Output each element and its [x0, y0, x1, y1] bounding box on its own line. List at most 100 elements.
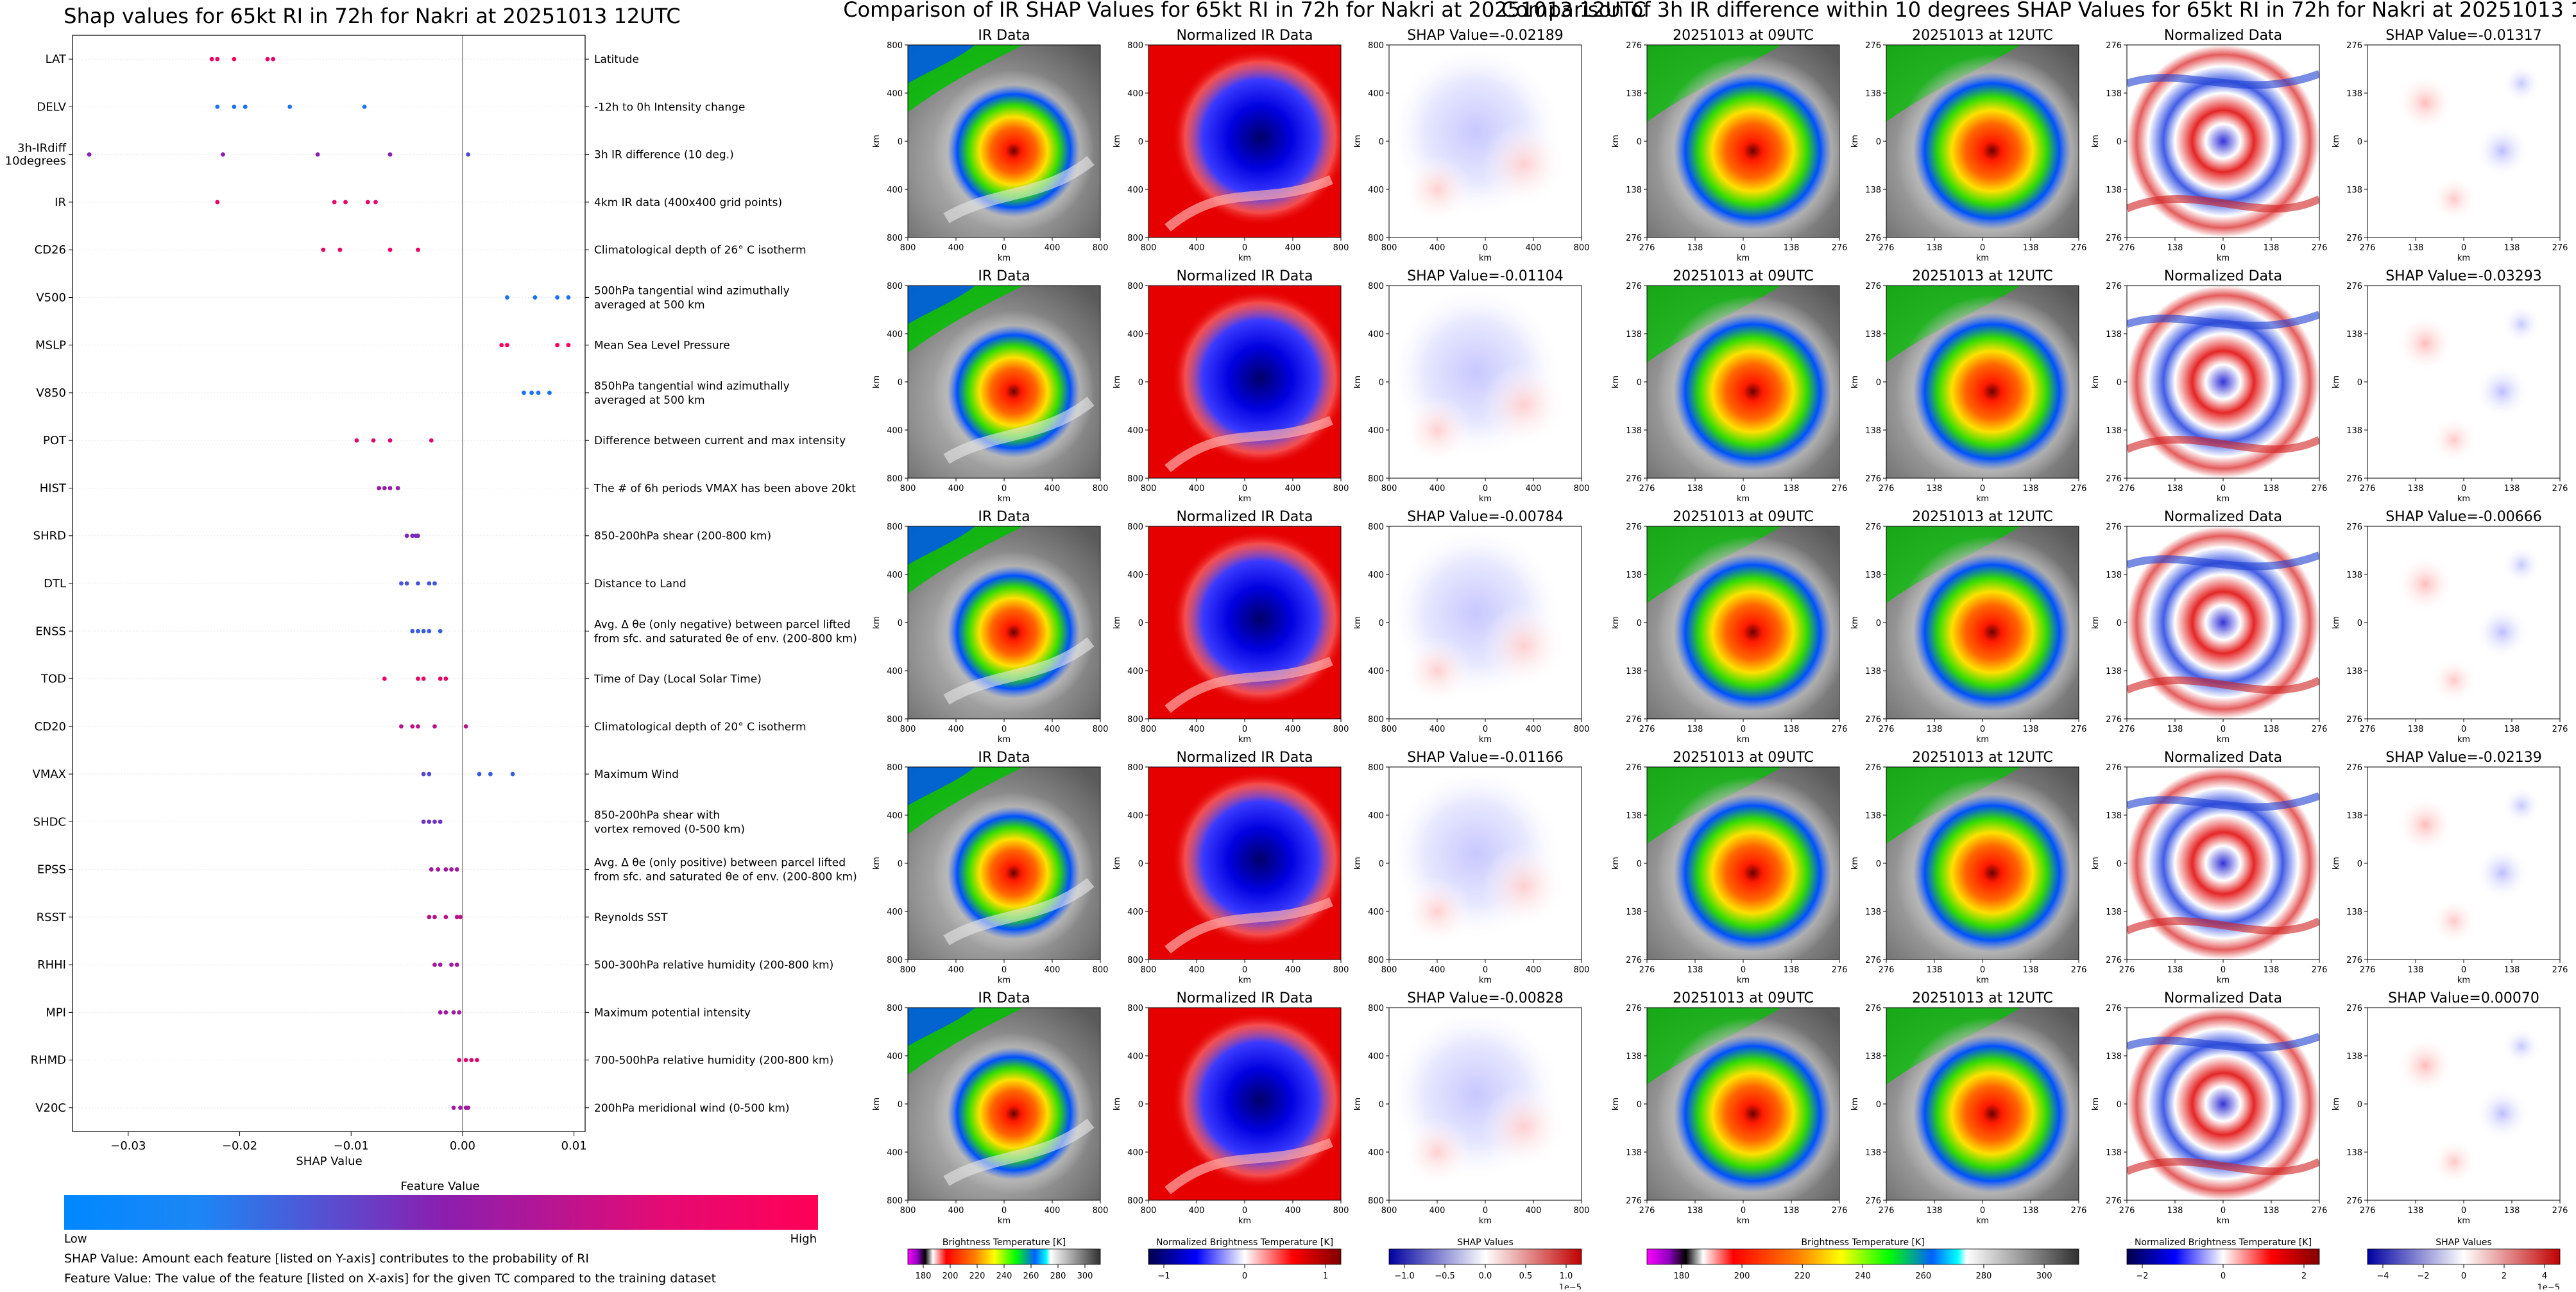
panel-x-tick-label: 0 — [1980, 243, 1985, 253]
shap-point — [427, 581, 432, 586]
panel-x-axis-label: km — [1737, 494, 1750, 504]
panel-x-axis-label: km — [1737, 1216, 1750, 1226]
panel-y-tick-label: 400 — [887, 426, 903, 436]
shap-point — [388, 438, 393, 443]
panel-image — [1389, 286, 1582, 478]
colorbar-tick-label: 240 — [996, 1271, 1012, 1281]
panel-y-tick-label: 276 — [2346, 956, 2362, 965]
panel-y-tick-label: 138 — [2106, 330, 2122, 340]
panel-x-tick-label: 800 — [1093, 725, 1109, 734]
panel-y-tick-label: 400 — [887, 811, 903, 821]
panel-x-tick-label: 276 — [2360, 243, 2376, 253]
panel-x-axis-label: km — [1479, 254, 1492, 263]
shap-point — [321, 247, 326, 252]
panel-x-axis-label: km — [1479, 1216, 1492, 1226]
shap-point — [421, 771, 426, 777]
panel-title: SHAP Value=-0.00784 — [1407, 509, 1564, 525]
panel-y-tick-label: 276 — [1626, 41, 1642, 51]
panel-y-tick-label: 276 — [2346, 715, 2362, 725]
feature-description: from sfc. and saturated θe of env. (200-… — [594, 632, 857, 645]
panel-y-axis-label: km — [1113, 135, 1122, 148]
shap-point — [362, 104, 367, 109]
shap-point — [451, 1105, 456, 1110]
panel-y-axis-label: km — [2091, 857, 2101, 870]
panel-y-axis-label: km — [1850, 135, 1860, 148]
panel-y-tick-label: 276 — [1626, 1004, 1642, 1013]
panel-y-tick-label: 0 — [1379, 859, 1384, 869]
feature-label: 10degrees — [5, 155, 66, 168]
panel-y-tick-label: 400 — [1368, 426, 1384, 436]
panel-x-tick-label: 276 — [2119, 484, 2135, 494]
feature-label: CD26 — [35, 243, 66, 257]
panel-y-tick-label: 138 — [1865, 571, 1881, 580]
panel-y-axis-label: km — [1113, 616, 1122, 629]
panel-x-tick-label: 0 — [1483, 725, 1488, 734]
image-panel: Normalized Data2762761381380013813827627… — [2091, 990, 2327, 1226]
panel-x-tick-label: 800 — [1381, 965, 1397, 975]
panel-image — [1148, 45, 1349, 237]
image-panel: 20251013 at 09UTC27627613813800138138276… — [1611, 268, 1847, 504]
shap-point — [438, 819, 443, 824]
panel-title: SHAP Value=-0.02189 — [1407, 28, 1564, 44]
panel-x-tick-label: 276 — [2360, 484, 2376, 494]
image-panel: Normalized IR Data8008004004000040040080… — [1113, 268, 1349, 504]
panel-image — [908, 1008, 1100, 1200]
shap-point — [410, 533, 415, 538]
x-tick-label: 0.00 — [450, 1139, 475, 1153]
panel-y-tick-label: 276 — [1626, 282, 1642, 291]
panel-y-tick-label: 0 — [2357, 1100, 2362, 1110]
panel-x-tick-label: 0 — [1002, 484, 1007, 494]
colorbar-exponent: 1e−5 — [2538, 1283, 2560, 1289]
panel-y-tick-label: 138 — [1865, 1148, 1881, 1158]
panel-image — [1647, 526, 1839, 719]
panel-y-tick-label: 276 — [1865, 234, 1881, 243]
panel-y-tick-label: 400 — [1127, 811, 1143, 821]
shap-point — [287, 104, 293, 109]
panel-x-tick-label: 400 — [948, 484, 964, 494]
shap-point — [343, 200, 348, 205]
shap-point — [454, 962, 459, 967]
panel-y-tick-label: 276 — [1626, 522, 1642, 532]
feature-label: RSST — [37, 911, 67, 924]
panel-x-tick-label: 800 — [900, 243, 916, 253]
panel-x-tick-label: 0 — [2221, 1206, 2226, 1216]
shap-point — [388, 247, 393, 252]
feature-label: MPI — [46, 1006, 66, 1019]
panel-x-tick-label: 276 — [2360, 725, 2376, 734]
panel-x-axis-label: km — [1479, 735, 1492, 745]
shap-point — [466, 1105, 471, 1110]
panel-y-tick-label: 800 — [1127, 763, 1143, 773]
panel-y-tick-label: 400 — [887, 330, 903, 340]
shap-point — [443, 1010, 448, 1015]
panel-x-tick-label: 138 — [1784, 484, 1800, 494]
panel-x-tick-label: 138 — [2167, 484, 2183, 494]
shap-point — [505, 295, 509, 300]
feature-description: 500-300hPa relative humidity (200-800 km… — [594, 959, 833, 972]
feature-description: Climatological depth of 26° C isotherm — [594, 244, 806, 257]
panel-title: Normalized Data — [2164, 750, 2282, 766]
panel-y-tick-label: 800 — [1368, 763, 1384, 773]
panel-x-axis-label: km — [1238, 254, 1251, 263]
panel-x-axis-label: km — [998, 494, 1011, 504]
image-panel: Normalized IR Data8008004004000040040080… — [1113, 750, 1349, 985]
panel-y-tick-label: 276 — [1626, 1196, 1642, 1206]
panel-y-tick-label: 0 — [1637, 619, 1642, 628]
shap-point — [443, 867, 448, 872]
colorbar-tick-label: 1.0 — [1560, 1271, 1573, 1281]
feature-description: Avg. Δ θe (only negative) between parcel… — [594, 618, 851, 631]
shap-point — [215, 200, 220, 205]
image-panel: 20251013 at 09UTC27627613813800138138276… — [1611, 509, 1847, 745]
shap-point — [399, 724, 404, 729]
panel-y-tick-label: 138 — [2346, 571, 2362, 580]
shap-point — [421, 676, 426, 681]
panel-image — [1148, 1008, 1349, 1200]
panel-title: 20251013 at 09UTC — [1673, 28, 1814, 44]
panel-y-tick-label: 0 — [1876, 619, 1881, 628]
panel-title: 20251013 at 09UTC — [1673, 990, 1814, 1006]
panel-x-tick-label: 0 — [1242, 725, 1247, 734]
panel-x-axis-label: km — [2457, 494, 2470, 504]
feature-description: Maximum Wind — [594, 768, 679, 781]
panel-x-tick-label: 400 — [1045, 484, 1061, 494]
panel-title: SHAP Value=-0.01104 — [1407, 268, 1564, 284]
panel-y-tick-label: 0 — [1637, 137, 1642, 147]
